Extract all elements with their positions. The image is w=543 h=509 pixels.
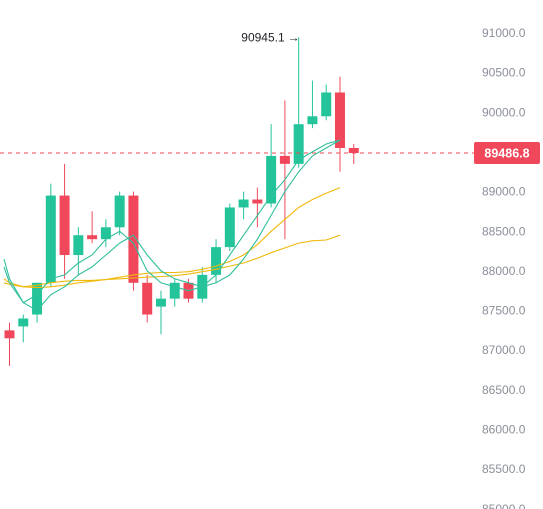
y-tick-label: 88000.0 — [482, 264, 526, 278]
y-tick-label: 87500.0 — [482, 304, 526, 318]
y-tick-label: 91000.0 — [482, 26, 526, 40]
high-price-label: 90945.1 — [241, 30, 285, 44]
y-tick-label: 90500.0 — [482, 66, 526, 80]
candle-body — [169, 282, 180, 299]
candle-body — [155, 298, 166, 307]
price-axis: 91000.090500.090000.089500.089000.088500… — [482, 26, 526, 509]
ma-slow-line-2 — [3, 234, 341, 289]
y-tick-label: 89000.0 — [482, 185, 526, 199]
candles-group — [4, 37, 359, 367]
y-tick-label: 85000.0 — [482, 502, 526, 509]
candle-body — [224, 207, 235, 248]
ma-slow-line — [3, 187, 341, 288]
y-tick-label: 86500.0 — [482, 383, 526, 397]
y-tick-label: 88500.0 — [482, 224, 526, 238]
high-marker: 90945.1 → — [241, 30, 299, 44]
candle-body — [334, 92, 345, 148]
candle-body — [142, 282, 153, 315]
candle-body — [59, 195, 70, 256]
y-tick-label: 87000.0 — [482, 343, 526, 357]
candle-body — [73, 235, 84, 256]
candle-body — [211, 247, 222, 275]
y-tick-label: 85500.0 — [482, 462, 526, 476]
candle-body — [279, 155, 290, 164]
current-price-label: 89486.8 — [484, 146, 529, 160]
candle-body — [114, 195, 125, 228]
candle-body — [321, 92, 332, 117]
candle-body — [252, 199, 263, 204]
candle-body — [87, 235, 98, 240]
candle-body — [293, 124, 304, 164]
ma-fast-line-2 — [3, 139, 341, 312]
current-price-tag-bg — [474, 141, 540, 164]
moving-averages-group — [3, 139, 341, 312]
y-tick-label: 86000.0 — [482, 423, 526, 437]
ma-fast-line — [3, 139, 341, 304]
arrow-right-icon: → — [288, 30, 300, 44]
candle-body — [348, 147, 359, 153]
candle-body — [238, 199, 249, 208]
candle-body — [32, 282, 43, 315]
candle-body — [100, 227, 111, 240]
candle-body — [128, 195, 139, 283]
candle-body — [266, 155, 277, 204]
candle-body — [18, 318, 29, 327]
candle-body — [307, 116, 318, 125]
current-price-tag: 89486.8 — [474, 141, 540, 164]
y-tick-label: 90000.0 — [482, 105, 526, 119]
candle-body — [45, 195, 56, 283]
candle-body — [4, 330, 15, 339]
